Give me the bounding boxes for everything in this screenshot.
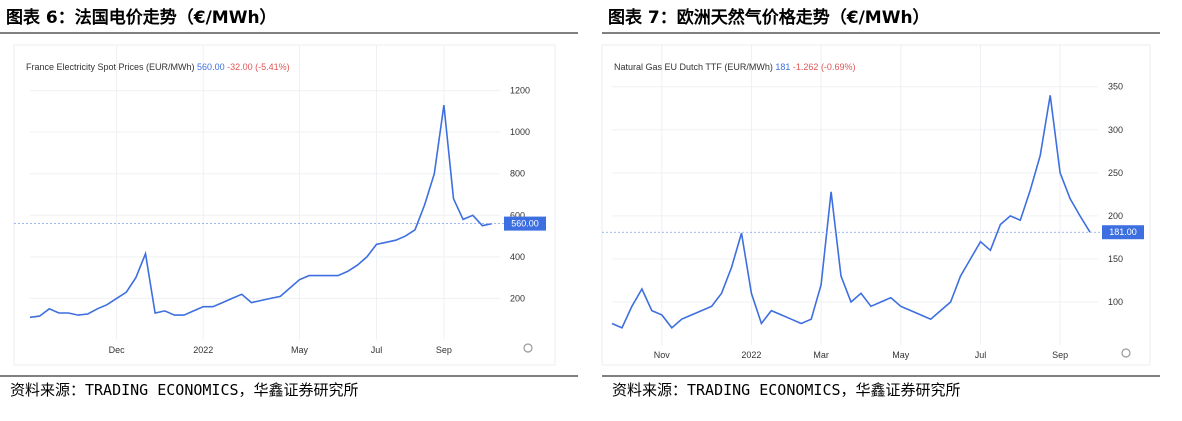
y-tick-label: 100 xyxy=(1108,297,1123,307)
y-tick-label: 350 xyxy=(1108,82,1123,92)
x-tick-label: Jul xyxy=(371,345,383,355)
x-tick-label: Sep xyxy=(1052,350,1068,360)
y-tick-label: 300 xyxy=(1108,125,1123,135)
figure-title: 图表 7：欧洲天然气价格走势（€/MWh） xyxy=(608,7,930,28)
y-tick-label: 1200 xyxy=(510,86,530,96)
x-tick-label: 2022 xyxy=(741,350,761,360)
change: -32.00 (-5.41%) xyxy=(227,62,290,72)
legend-header: Natural Gas EU Dutch TTF (EUR/MWh) 181 -… xyxy=(614,62,855,72)
y-tick-label: 800 xyxy=(510,169,525,179)
last-value: 181 xyxy=(775,62,790,72)
last-value: 560.00 xyxy=(197,62,225,72)
legend-header: France Electricity Spot Prices (EUR/MWh)… xyxy=(26,62,290,72)
y-tick-label: 600 xyxy=(510,210,525,220)
chart-frame xyxy=(601,44,1151,366)
y-tick-label: 150 xyxy=(1108,254,1123,264)
x-tick-label: Dec xyxy=(109,345,126,355)
y-tick-label: 1000 xyxy=(510,127,530,137)
series-name: France Electricity Spot Prices (EUR/MWh) xyxy=(26,62,195,72)
x-tick-label: May xyxy=(892,350,910,360)
settings-icon xyxy=(523,343,533,353)
series-name: Natural Gas EU Dutch TTF (EUR/MWh) xyxy=(614,62,773,72)
y-tick-label: 400 xyxy=(510,252,525,262)
source: 资料来源：TRADING ECONOMICS，华鑫证券研究所 xyxy=(612,381,961,399)
settings-icon xyxy=(1121,348,1131,358)
y-tick-label: 200 xyxy=(1108,211,1123,221)
x-tick-label: Mar xyxy=(813,350,829,360)
x-tick-label: Nov xyxy=(654,350,671,360)
last-value-label: 560.00 xyxy=(511,219,539,229)
last-value-box xyxy=(1102,225,1144,240)
y-tick-label: 200 xyxy=(510,293,525,303)
x-tick-label: 2022 xyxy=(193,345,213,355)
x-tick-label: Sep xyxy=(436,345,452,355)
line xyxy=(611,95,1091,329)
change: -1.262 (-0.69%) xyxy=(793,62,856,72)
figure-title: 图表 6：法国电价走势（€/MWh） xyxy=(6,7,277,28)
source: 资料来源：TRADING ECONOMICS，华鑫证券研究所 xyxy=(10,381,359,399)
y-tick-label: 250 xyxy=(1108,168,1123,178)
x-tick-label: May xyxy=(291,345,309,355)
last-value-box xyxy=(504,216,546,231)
line xyxy=(29,104,493,319)
chart-frame xyxy=(13,44,556,366)
last-value-label: 181.00 xyxy=(1109,227,1137,237)
x-tick-label: Jul xyxy=(975,350,987,360)
